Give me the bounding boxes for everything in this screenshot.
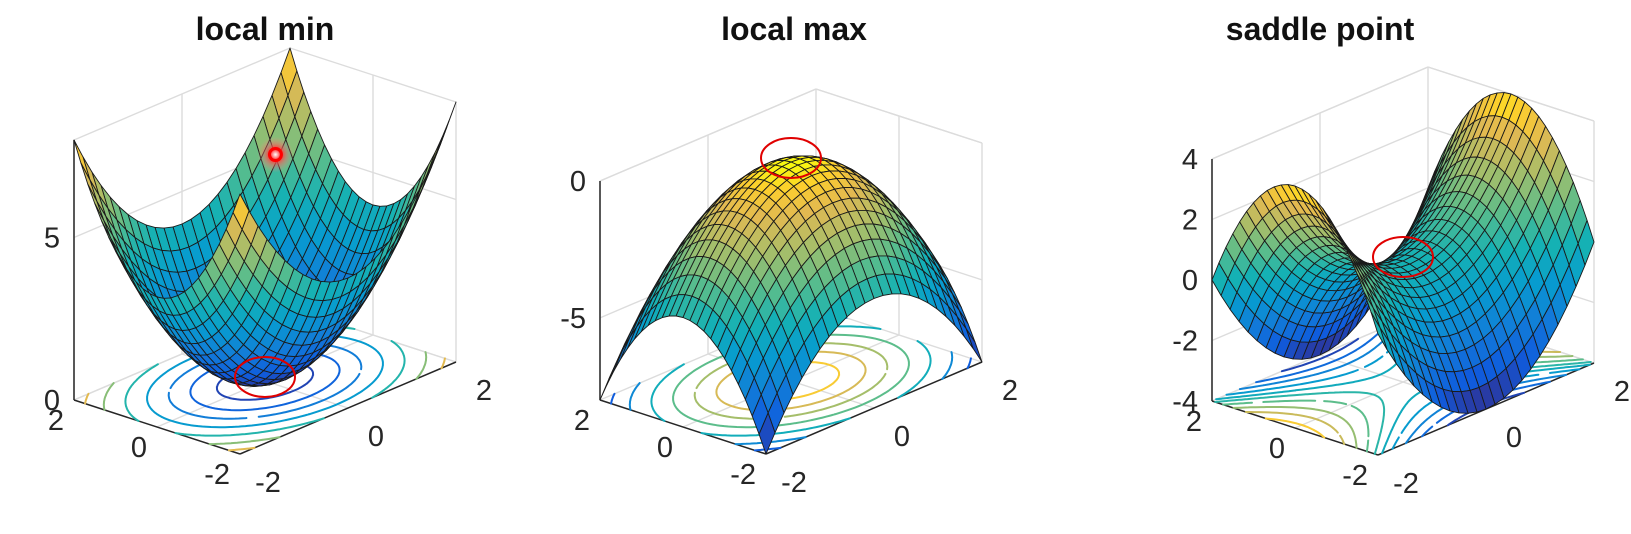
marker-glow: [257, 136, 294, 173]
x-tick-label: -2: [255, 467, 281, 499]
y-tick-label: 0: [131, 432, 147, 464]
z-tick-label: 0: [44, 385, 60, 417]
z-tick-label: -4: [1172, 386, 1198, 418]
local-max-panel: local max 0 -5 -2 0 2 -2 0 2: [560, 11, 1018, 499]
x-tick-label: 0: [1506, 422, 1522, 454]
surface-patch: [232, 193, 250, 230]
marker-dot: [267, 147, 283, 163]
critical-point-circle: [234, 356, 296, 398]
x-tick-label: 0: [368, 421, 384, 453]
y-tick-label: 2: [574, 405, 590, 437]
y-tick-label: 0: [1269, 433, 1285, 465]
y-tick-label: -2: [730, 459, 756, 491]
critical-point-circle: [760, 137, 822, 179]
critical-point-circle: [1372, 236, 1434, 278]
saddle-point-panel: saddle point 4 2 0 -2 -4 -2 0 2 -2 0 2: [1172, 11, 1630, 500]
y-tick-label: -2: [1342, 460, 1368, 492]
surface-mesh: [599, 155, 983, 455]
surface-patch: [1370, 311, 1388, 350]
z-tick-label: 2: [1182, 205, 1198, 237]
x-tick-label: 2: [1614, 376, 1630, 408]
x-tick-label: -2: [1393, 468, 1419, 500]
surface-patch: [73, 139, 91, 181]
z-tick-label: 0: [1182, 265, 1198, 297]
y-tick-label: 2: [48, 405, 64, 437]
y-tick-label: -2: [204, 459, 230, 491]
surface-mesh: [73, 47, 457, 387]
chart-title: local min: [196, 11, 335, 47]
y-tick-label: 0: [657, 432, 673, 464]
z-tick-label: 4: [1182, 144, 1198, 176]
y-tick-label: 2: [1186, 406, 1202, 438]
x-tick-label: 2: [1002, 375, 1018, 407]
chart-title: saddle point: [1226, 11, 1415, 47]
z-tick-label: 0: [570, 166, 586, 198]
z-tick-label: 5: [44, 223, 60, 255]
x-tick-label: -2: [781, 467, 807, 499]
z-tick-label: -2: [1172, 326, 1198, 358]
x-tick-label: 0: [894, 421, 910, 453]
surface-mesh: [1211, 92, 1595, 414]
surface-patch: [758, 412, 776, 455]
x-tick-label: 2: [476, 375, 492, 407]
chart-title: local max: [721, 11, 867, 47]
z-tick-label: -5: [560, 303, 586, 335]
